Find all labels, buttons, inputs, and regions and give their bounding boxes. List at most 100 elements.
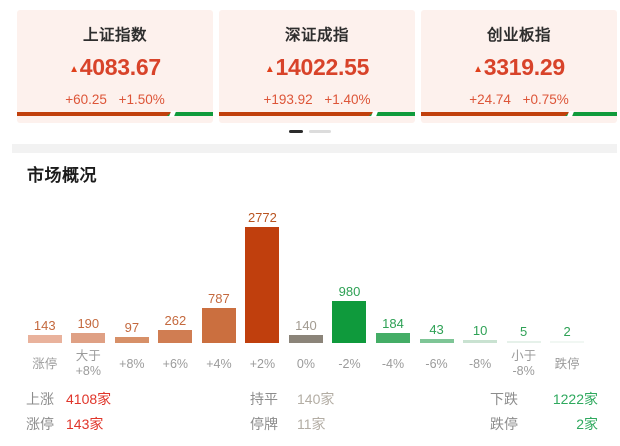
stat-label: 跌停 [490,416,518,432]
bar-column[interactable]: 2 [545,324,589,343]
bar[interactable] [201,308,236,343]
stat-value: 143家 [66,416,104,432]
ratio-up-segment [17,112,172,116]
bar-column[interactable]: 10 [458,323,502,343]
index-card-shanghai[interactable]: 上证指数 ▲4083.67 +60.25 +1.50% [17,10,213,123]
stat-value: 11家 [297,416,326,432]
bar-column[interactable]: 980 [328,283,372,343]
change-percent: +1.40% [324,92,371,107]
stat-unchanged: 持平 140家 [250,387,490,412]
bar-value-label: 10 [472,323,488,339]
bar-category-label: +4% [206,356,232,371]
bar-value-label: 43 [429,322,444,337]
index-cards-carousel[interactable]: 上证指数 ▲4083.67 +60.25 +1.50% 深证成指 ▲14022.… [17,10,617,123]
bar[interactable] [158,330,193,343]
bar-column[interactable]: 2772 [241,210,285,343]
bar-column[interactable]: 5 [502,324,546,343]
bar-category-label: -4% [381,356,405,371]
up-down-ratio-bar [421,111,617,117]
bar-category-label: +2% [249,356,276,371]
bar-category-label: 大于 +8% [75,349,101,378]
index-change: +60.25 +1.50% [17,92,213,108]
index-value: ▲4083.67 [17,54,213,86]
change-amount: +193.92 [263,92,313,107]
bar[interactable] [376,333,411,343]
bar-column[interactable]: 97 [110,320,154,343]
carousel-pagination[interactable] [0,130,620,133]
index-change: +193.92 +1.40% [219,92,415,108]
index-price: 3319.29 [483,54,565,80]
bar[interactable] [114,336,149,343]
ratio-up-segment [219,112,374,116]
section-divider [12,144,617,153]
bar-value-label: 2772 [247,209,277,225]
ratio-divider-icon [370,111,379,117]
bar-value-label: 2 [563,323,571,339]
index-price: 4083.67 [79,54,161,80]
index-change: +24.74 +0.75% [421,92,617,108]
bar-category-label: -8% [468,356,492,371]
change-amount: +24.74 [469,92,511,107]
stat-advancing: 上涨 4108家 [26,387,250,412]
bar-column[interactable]: 184 [371,316,415,343]
stat-label: 持平 [250,391,278,407]
pagination-dot-active[interactable] [288,130,303,133]
up-arrow-icon: ▲ [69,64,79,75]
stat-label: 涨停 [26,416,54,432]
bar-category-label: 跌停 [554,356,580,371]
stats-row: 上涨 4108家 持平 140家 下跌 1222家 [26,387,598,412]
bar[interactable] [288,335,323,343]
bar-column[interactable]: 787 [197,291,241,343]
up-down-ratio-bar [17,111,213,117]
bars-row: 143 190 97 262 787 2772 140 980 184 43 10 5 2 [23,203,589,343]
bar-column[interactable]: 143 [23,318,67,343]
x-axis-labels: 涨停 大于 +8% +8% +6% +4% +2% 0% -2% -4% -6% -8% 小于 -8%… [23,349,589,378]
bar-value-label: 980 [338,283,361,299]
bar[interactable] [71,333,106,343]
bar[interactable] [27,334,62,343]
bar-category-label: 0% [296,356,315,371]
bar-value-label: 140 [295,318,317,333]
ratio-divider-icon [566,111,575,117]
up-arrow-icon: ▲ [264,64,275,75]
index-card-shenzhen[interactable]: 深证成指 ▲14022.55 +193.92 +1.40% [219,10,415,123]
stat-suspended: 停牌 11家 [250,412,490,437]
pagination-dot-inactive[interactable] [309,130,332,133]
bar-category-label: +6% [162,356,189,371]
stat-label: 下跌 [490,391,518,407]
bar-column[interactable]: 262 [154,313,198,343]
bar[interactable] [463,340,498,343]
bar-category-label: +8% [119,356,145,371]
index-value: ▲14022.55 [219,54,415,86]
bar[interactable] [332,300,367,343]
bar-category-label: -6% [425,356,448,371]
stat-value: 1222家 [552,391,598,407]
market-breadth-stats: 上涨 4108家 持平 140家 下跌 1222家 涨停 143家 停牌 11家 [26,387,598,437]
index-name: 深证成指 [284,27,349,44]
stat-value: 4108家 [66,391,112,407]
index-card-chinext[interactable]: 创业板指 ▲3319.29 +24.74 +0.75% [421,10,617,123]
stat-limit-up: 涨停 143家 [26,412,250,437]
page-title: 市场概况 [27,166,97,185]
bar-category-label: -2% [338,356,361,371]
bar-value-label: 5 [519,323,528,339]
change-percent: +0.75% [522,92,569,107]
bar[interactable] [550,340,585,343]
ratio-divider-icon [168,111,177,117]
bar-value-label: 262 [164,313,187,328]
bar[interactable] [506,340,541,343]
stat-label: 停牌 [250,416,278,432]
bar[interactable] [245,226,280,343]
change-percent: +1.50% [118,92,165,107]
bar-column[interactable]: 43 [415,322,459,343]
bar-category-label: 小于 -8% [511,349,537,378]
up-arrow-icon: ▲ [473,64,483,75]
ratio-up-segment [421,112,570,116]
stat-label: 上涨 [26,391,54,407]
bar-value-label: 97 [124,319,140,335]
bar-value-label: 787 [208,291,230,307]
up-down-ratio-bar [219,111,415,117]
bar-column[interactable]: 140 [284,318,328,343]
bar-column[interactable]: 190 [67,316,111,343]
bar[interactable] [419,339,454,343]
